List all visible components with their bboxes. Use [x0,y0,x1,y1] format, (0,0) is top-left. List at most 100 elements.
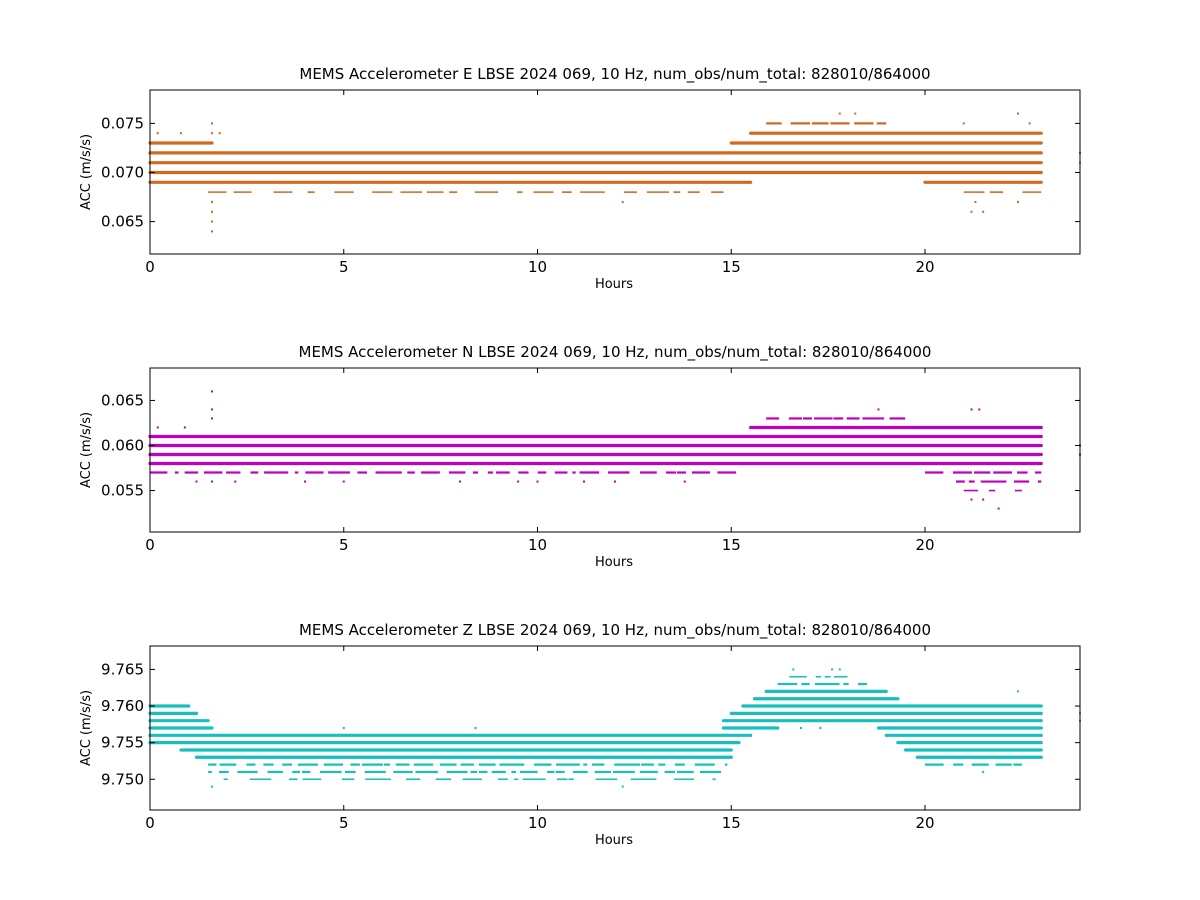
data-point-n-11 [517,480,520,483]
data-point-z-7 [1017,690,1019,693]
panel-e-title: MEMS Accelerometer E LBSE 2024 069, 10 H… [299,65,930,84]
data-point-n-9 [342,480,345,483]
data-point-e-5 [218,132,221,135]
panel-z-x-ticks: 0 5 10 15 20 [145,646,935,832]
panel-n-plot-area [150,368,1080,532]
panel-z-title: MEMS Accelerometer Z LBSE 2024 069, 10 H… [299,621,931,640]
data-point-e-17 [962,122,965,125]
y-tick-label-n-0: 0.055 [101,482,144,500]
data-point-e-16 [1017,112,1019,115]
y-tick-label-z-0: 9.750 [101,770,144,788]
panel-z-ylabel: ACC (m/s/s) [79,690,94,766]
y-tick-label-z-1: 9.755 [101,734,144,752]
data-point-e-18 [1028,122,1031,125]
panel-n-x-ticks: 0 5 10 15 20 [145,368,935,554]
panel-n-y-ticks: 0.055 0.060 0.065 [101,391,1080,500]
x-tick-label-e-2: 10 [528,258,547,276]
data-point-z-0 [211,785,213,788]
data-point-e-0 [211,230,213,233]
data-point-e-14 [974,200,977,203]
panel-n-xlabel: Hours [595,555,633,570]
data-point-e-9 [621,200,624,203]
x-tick-label-e-0: 0 [145,258,155,276]
data-point-n-6 [211,480,213,483]
y-tick-label-z-2: 9.760 [101,697,144,715]
y-tick-label-n-2: 0.065 [101,391,144,409]
x-tick-label-z-3: 15 [722,814,741,832]
data-point-z-1 [621,785,624,788]
panel-e-xlabel: Hours [595,277,633,292]
panel-z-frame [149,645,1081,811]
data-point-n-12 [536,480,539,483]
panel-n-data [148,390,1081,510]
x-tick-label-e-3: 15 [722,258,741,276]
x-tick-label-z-0: 0 [145,814,155,832]
panel-z-data [148,668,1081,788]
data-point-e-4 [211,122,213,125]
panel-z-y-ticks: 9.750 9.755 9.760 9.765 [101,660,1080,788]
data-point-e-8 [211,132,213,135]
data-point-z-6 [838,668,841,671]
panel-e-ylabel: ACC (m/s/s) [79,134,94,210]
panel-z-xlabel: Hours [595,833,633,848]
y-tick-label-z-3: 9.765 [101,660,144,678]
data-point-n-7 [234,480,237,483]
x-tick-label-n-3: 15 [722,536,741,554]
y-tick-label-e-2: 0.075 [101,114,144,132]
data-point-e-11 [854,112,857,115]
data-point-n-16 [877,408,880,411]
data-point-n-3 [156,426,159,429]
data-point-z-3 [474,727,477,729]
data-point-z-4 [792,668,795,671]
data-point-z-12 [1017,763,1019,766]
data-point-z-5 [831,668,833,671]
x-tick-label-n-0: 0 [145,536,155,554]
data-point-n-2 [211,417,213,420]
x-tick-label-n-4: 20 [915,536,934,554]
data-point-n-8 [304,480,306,483]
data-point-n-4 [183,426,186,429]
x-tick-label-z-1: 5 [339,814,349,832]
data-point-n-0 [211,390,213,393]
data-point-z-11 [819,727,822,729]
x-tick-label-e-4: 20 [915,258,934,276]
x-tick-label-z-4: 20 [915,814,934,832]
panel-n-ylabel: ACC (m/s/s) [79,412,94,488]
data-point-z-13 [982,770,985,773]
data-point-z-2 [342,727,345,729]
x-tick-label-n-2: 10 [528,536,547,554]
data-point-n-20 [982,498,985,501]
data-point-e-15 [1017,200,1019,203]
data-point-n-18 [978,408,981,411]
panel-n-title: MEMS Accelerometer N LBSE 2024 069, 10 H… [299,343,932,362]
panel-e-x-ticks: 0 5 10 15 20 [145,90,935,276]
data-point-e-6 [156,132,159,135]
data-point-e-3 [211,200,213,203]
data-point-n-15 [683,480,686,483]
y-tick-label-n-1: 0.060 [101,436,144,454]
panel-e: MEMS Accelerometer E LBSE 2024 069, 10 H… [79,65,1081,292]
data-point-e-7 [180,132,182,135]
data-point-z-14 [927,763,930,766]
panel-z: MEMS Accelerometer Z LBSE 2024 069, 10 H… [79,621,1081,848]
data-point-n-5 [195,480,198,483]
data-point-n-25 [846,462,849,465]
panel-e-y-ticks: 0.065 0.070 0.075 [101,114,1080,231]
data-point-e-12 [970,210,973,213]
data-point-n-1 [211,408,213,411]
data-point-n-10 [459,480,461,483]
panel-n: MEMS Accelerometer N LBSE 2024 069, 10 H… [79,343,1081,570]
data-point-e-13 [982,210,985,213]
y-tick-label-e-0: 0.065 [101,213,144,231]
x-tick-label-e-1: 5 [339,258,349,276]
x-tick-label-z-2: 10 [528,814,547,832]
y-tick-label-e-1: 0.070 [101,163,144,181]
x-tick-label-n-1: 5 [339,536,349,554]
panel-e-data [148,112,1081,233]
data-point-n-21 [997,507,1000,510]
data-point-n-19 [970,498,973,501]
data-point-n-14 [614,480,616,483]
data-point-n-13 [583,480,585,483]
data-point-n-17 [970,408,973,411]
